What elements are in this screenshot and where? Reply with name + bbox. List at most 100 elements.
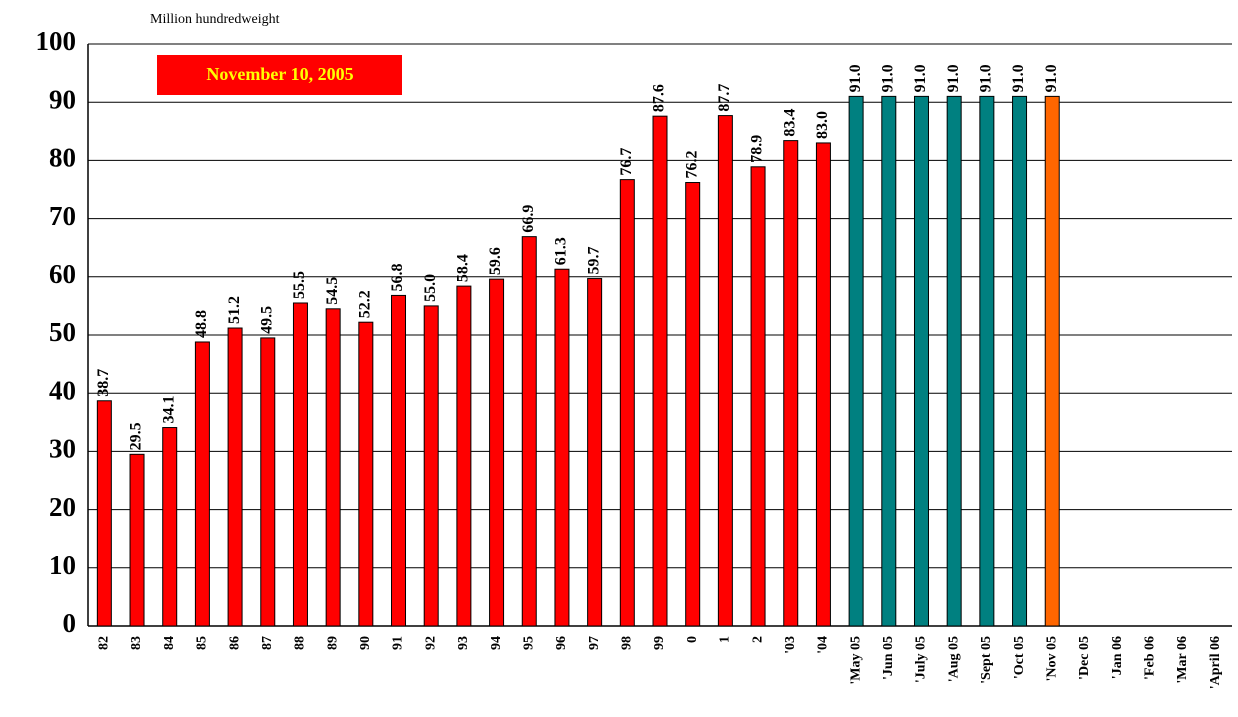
value-label: 48.8 xyxy=(193,310,210,338)
x-tick-label: 'July 05 xyxy=(914,636,929,683)
bar xyxy=(1044,95,1060,627)
value-label: 87.7 xyxy=(716,84,733,112)
bar xyxy=(750,166,766,627)
bar xyxy=(391,294,407,627)
y-tick-label: 30 xyxy=(49,434,76,464)
x-tick-label: 'Dec 05 xyxy=(1077,636,1092,680)
bar xyxy=(521,236,537,627)
value-label: 59.7 xyxy=(585,247,602,275)
x-tick-label: 96 xyxy=(554,636,569,650)
value-label: 51.2 xyxy=(226,296,243,324)
value-label: 55.0 xyxy=(422,274,439,302)
value-label: 91.0 xyxy=(879,64,896,92)
x-tick-label: 'April 06 xyxy=(1208,636,1223,689)
x-tick-label: 98 xyxy=(620,636,635,650)
bar xyxy=(979,95,995,627)
x-tick-label: 92 xyxy=(423,636,438,650)
y-tick-label: 20 xyxy=(49,492,76,522)
bar xyxy=(162,427,178,627)
value-label: 83.0 xyxy=(814,111,831,139)
bar xyxy=(848,95,864,627)
value-label: 87.6 xyxy=(651,84,668,112)
bar xyxy=(325,308,341,627)
value-label: 52.2 xyxy=(357,290,374,318)
bar xyxy=(96,400,112,627)
bar xyxy=(129,453,145,627)
x-tick-label: 91 xyxy=(391,636,406,650)
x-tick-label: 'Jun 05 xyxy=(881,636,896,680)
bar xyxy=(358,321,374,627)
x-tick-label: 1 xyxy=(718,636,733,643)
y-tick-label: 0 xyxy=(63,608,77,638)
value-label: 55.5 xyxy=(291,271,308,299)
x-tick-label: 83 xyxy=(129,636,144,650)
value-label: 91.0 xyxy=(847,64,864,92)
x-tick-label: 0 xyxy=(685,636,700,643)
y-tick-label: 50 xyxy=(49,317,76,347)
annotation: November 10, 2005 xyxy=(206,64,353,84)
y-tick-label: 70 xyxy=(49,201,76,231)
value-label: 38.7 xyxy=(95,369,112,397)
x-tick-label: 90 xyxy=(358,636,373,650)
x-tick-label: 'Mar 06 xyxy=(1175,636,1190,684)
value-label: 34.1 xyxy=(160,396,177,424)
bar xyxy=(717,115,733,627)
bar xyxy=(946,95,962,627)
x-tick-label: 87 xyxy=(260,636,275,650)
y-tick-label: 60 xyxy=(49,259,76,289)
x-tick-label: 93 xyxy=(456,636,471,650)
x-tick-label: 'May 05 xyxy=(848,636,863,685)
x-tick-label: 'Oct 05 xyxy=(1012,636,1027,679)
y-tick-label: 100 xyxy=(36,26,77,56)
x-tick-label: 94 xyxy=(489,636,504,650)
x-tick-label: 89 xyxy=(325,636,340,650)
bar xyxy=(489,278,505,627)
x-tick-label: '03 xyxy=(783,636,798,654)
x-tick-label: 86 xyxy=(227,636,242,650)
annotation-box xyxy=(157,55,402,95)
x-tick-label: 99 xyxy=(652,636,667,650)
value-label: 76.2 xyxy=(683,151,700,179)
y-tick-label: 10 xyxy=(49,550,76,580)
bar xyxy=(881,95,897,627)
value-label: 76.7 xyxy=(618,148,635,176)
bar xyxy=(587,278,603,627)
bar xyxy=(292,302,308,627)
value-label: 91.0 xyxy=(978,64,995,92)
value-label: 91.0 xyxy=(1043,64,1060,92)
x-tick-label: 'Nov 05 xyxy=(1044,636,1059,682)
y-tick-label: 80 xyxy=(49,143,76,173)
x-tick-label: 85 xyxy=(195,636,210,650)
bar xyxy=(815,142,831,627)
value-label: 61.3 xyxy=(553,237,570,265)
x-tick-label: 84 xyxy=(162,636,177,650)
bar xyxy=(652,115,668,627)
value-label: 29.5 xyxy=(128,422,145,450)
x-tick-label: 88 xyxy=(293,636,308,650)
bar xyxy=(913,95,929,627)
x-tick-label: 2 xyxy=(750,636,765,643)
bar xyxy=(260,337,276,627)
bar xyxy=(227,327,243,627)
x-tick-label: 82 xyxy=(97,636,112,650)
value-label: 59.6 xyxy=(487,247,504,275)
x-tick-label: 'Aug 05 xyxy=(946,636,961,682)
bar xyxy=(423,305,439,627)
x-tick-label: 'Feb 06 xyxy=(1143,636,1158,680)
bar xyxy=(1012,95,1028,627)
x-tick-label: 'Sept 05 xyxy=(979,636,994,684)
bar xyxy=(194,341,210,627)
bar xyxy=(685,182,701,627)
value-label: 49.5 xyxy=(258,306,275,334)
y-tick-label: 90 xyxy=(49,84,76,114)
value-label: 54.5 xyxy=(324,277,341,305)
x-tick-label: 95 xyxy=(521,636,536,650)
x-tick-label: 'Jan 06 xyxy=(1110,636,1125,679)
value-label: 91.0 xyxy=(1010,64,1027,92)
axis-unit-title: Million hundredweight xyxy=(150,12,280,27)
bar xyxy=(554,268,570,627)
y-tick-label: 40 xyxy=(49,375,76,405)
value-label: 91.0 xyxy=(912,64,929,92)
value-label: 83.4 xyxy=(781,109,798,137)
